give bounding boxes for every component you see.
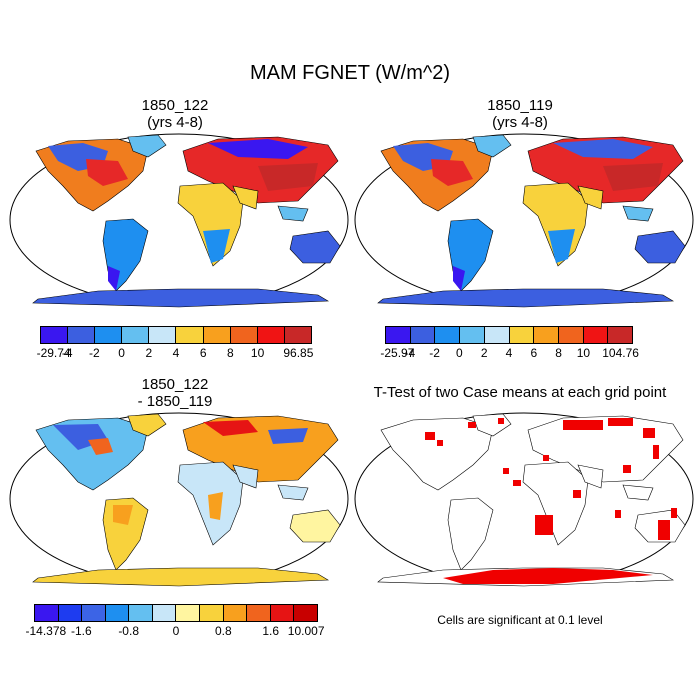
colorbar-1-tick-label: 6 bbox=[199, 346, 207, 360]
colorbar-1-swatch bbox=[149, 327, 177, 343]
colorbar-3-swatch bbox=[58, 605, 83, 621]
colorbar-3-swatch bbox=[105, 605, 130, 621]
world-map-1 bbox=[9, 133, 349, 308]
colorbar-3-tick-label: -0.8 bbox=[118, 624, 139, 638]
map-panel-1850-122 bbox=[8, 131, 350, 309]
colorbar-2-swatch bbox=[435, 327, 461, 343]
panel-1-years: (yrs 4-8) bbox=[147, 114, 203, 131]
colorbar-2-swatch bbox=[410, 327, 436, 343]
world-map-4 bbox=[354, 412, 694, 587]
colorbar-2-swatch bbox=[534, 327, 559, 343]
colorbar-1-tick-label: 96.85 bbox=[283, 346, 314, 360]
colorbar-3-swatch bbox=[152, 605, 177, 621]
significant-cells bbox=[425, 418, 677, 584]
colorbar-1-tick-label: 2 bbox=[145, 346, 153, 360]
colorbar-1-tick-label: 10 bbox=[250, 346, 265, 360]
colorbar-2-swatch bbox=[509, 327, 535, 343]
colorbar-3-swatch bbox=[200, 605, 224, 621]
colorbar-1-tick-label: 4 bbox=[172, 346, 180, 360]
colorbar-3-tick-label: 0 bbox=[172, 624, 180, 638]
colorbar-2-tick-label: -4 bbox=[404, 346, 416, 360]
map-panel-difference bbox=[8, 410, 350, 588]
colorbar-2-tick-label: 2 bbox=[480, 346, 488, 360]
colorbar-3-swatch bbox=[294, 605, 317, 621]
panel-2-case: 1850_119 bbox=[487, 97, 553, 114]
colorbar-2-swatch bbox=[608, 327, 633, 343]
panel-title-1: 1850_122 (yrs 4-8) bbox=[40, 97, 310, 131]
colorbar-3 bbox=[34, 604, 318, 622]
colorbar-3-swatch bbox=[247, 605, 271, 621]
colorbar-2-tick-label: 104.76 bbox=[602, 346, 639, 360]
colorbar-3-tick-label: 10.007 bbox=[287, 624, 325, 638]
colorbar-3-swatch bbox=[176, 605, 201, 621]
colorbar-2-swatch bbox=[386, 327, 411, 343]
colorbar-2-tick-label: 6 bbox=[530, 346, 538, 360]
colorbar-2 bbox=[385, 326, 633, 344]
colorbar-2-tick-label: 0 bbox=[456, 346, 463, 360]
colorbar-1-swatch bbox=[122, 327, 150, 343]
world-map-2 bbox=[354, 133, 694, 308]
colorbar-1-swatch bbox=[41, 327, 69, 343]
colorbar-1-swatch bbox=[68, 327, 96, 343]
panel-title-3: 1850_122 - 1850_119 bbox=[40, 376, 310, 410]
figure-title: MAM FGNET (W/m^2) bbox=[249, 62, 451, 84]
panel-title-2: 1850_119 (yrs 4-8) bbox=[385, 97, 655, 131]
world-map-3 bbox=[9, 412, 349, 587]
panel-2-years: (yrs 4-8) bbox=[492, 114, 548, 131]
panel-title-4: T-Test of two Case means at each grid po… bbox=[350, 384, 690, 401]
colorbar-1-swatch bbox=[203, 327, 231, 343]
colorbar-3-tick-label: 1.6 bbox=[262, 624, 279, 638]
significance-note: Cells are significant at 0.1 level bbox=[437, 613, 603, 627]
colorbar-2-tick-label: 8 bbox=[555, 346, 562, 360]
colorbar-2-tick-label: -2 bbox=[429, 346, 440, 360]
colorbar-3-swatch bbox=[270, 605, 295, 621]
colorbar-2-tick-label: 10 bbox=[576, 346, 591, 360]
colorbar-3-swatch bbox=[35, 605, 59, 621]
colorbar-1-swatch bbox=[257, 327, 285, 343]
panel-1-case: 1850_122 bbox=[141, 97, 209, 114]
colorbar-1-swatch bbox=[95, 327, 123, 343]
colorbar-3-tick-label: -1.6 bbox=[70, 624, 92, 638]
panel-3-minus-case: - 1850_119 bbox=[137, 393, 213, 410]
colorbar-1-swatch bbox=[284, 327, 311, 343]
colorbar-2-swatch bbox=[583, 327, 609, 343]
colorbar-1-labels: -29.74 -4 -2 0 2 4 6 8 10 96.85 bbox=[36, 346, 314, 362]
colorbar-3-swatch bbox=[223, 605, 248, 621]
colorbar-2-swatch bbox=[558, 327, 584, 343]
colorbar-1-swatch bbox=[176, 327, 204, 343]
colorbar-1-swatch bbox=[230, 327, 258, 343]
colorbar-3-swatch bbox=[82, 605, 106, 621]
colorbar-1-tick-label: -2 bbox=[89, 346, 100, 360]
colorbar-2-tick-label: 4 bbox=[505, 346, 513, 360]
colorbar-3-tick-label: -14.378 bbox=[25, 624, 67, 638]
map-panel-1850-119 bbox=[353, 131, 695, 309]
colorbar-1-tick-label: 0 bbox=[118, 346, 125, 360]
colorbar-3-tick-label: 0.8 bbox=[214, 624, 232, 638]
panel-3-case: 1850_122 bbox=[141, 376, 209, 393]
colorbar-3-swatch bbox=[129, 605, 153, 621]
colorbar-2-swatch bbox=[460, 327, 485, 343]
colorbar-2-labels: -25.97 -4 -2 0 2 4 6 8 10 104.76 bbox=[380, 346, 639, 362]
colorbar-1-tick-label: 8 bbox=[227, 346, 234, 360]
colorbar-2-tick-label: -25.97 bbox=[380, 346, 415, 360]
panel-4-ttest-title: T-Test of two Case means at each grid po… bbox=[373, 384, 667, 401]
colorbar-1-tick-label: -29.74 bbox=[36, 346, 71, 360]
colorbar-1-tick-label: -4 bbox=[61, 346, 73, 360]
colorbar-1 bbox=[40, 326, 312, 344]
colorbar-3-labels: -14.378 -1.6 -0.8 0 0.8 1.6 10.007 bbox=[25, 624, 324, 640]
map-panel-ttest bbox=[353, 410, 695, 588]
colorbar-2-swatch bbox=[484, 327, 510, 343]
